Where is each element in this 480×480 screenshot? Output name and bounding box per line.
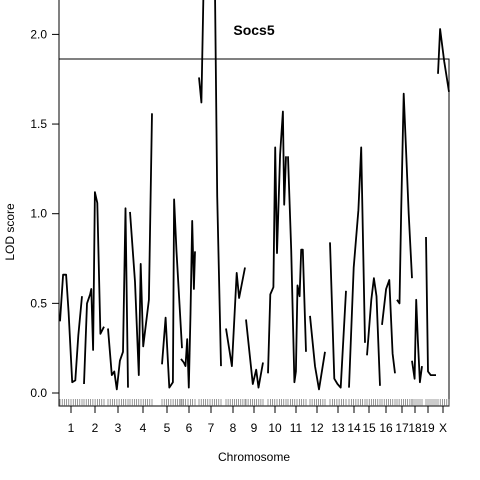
x-tick-label: 17: [395, 421, 409, 435]
lod-line-chr-13: [329, 242, 347, 389]
x-tick-label: 11: [290, 421, 303, 435]
x-tick-label: 16: [379, 421, 393, 435]
lod-line-chr-8: [225, 267, 246, 368]
y-axis: 0.00.51.01.52.02.53.03.5: [30, 0, 60, 400]
y-tick-label: 1.5: [30, 117, 47, 131]
lod-line-chr-16: [381, 279, 396, 374]
lod-line-chr-1: [59, 273, 83, 384]
x-tick-label: 8: [230, 421, 237, 435]
x-tick-label: 4: [140, 421, 147, 435]
x-tick-label: 7: [208, 421, 215, 435]
lod-line-chr-14: [348, 146, 366, 388]
y-tick-label: 0.5: [30, 296, 47, 310]
x-tick-label: 9: [251, 421, 258, 435]
lod-line-chr-9: [245, 319, 264, 389]
lod-line-chr-11: [287, 156, 307, 384]
lod-line-chr-18: [411, 298, 423, 384]
lod-line-chr-17: [396, 92, 413, 305]
chart-title: Socs5: [233, 22, 274, 38]
lod-line-chr-19: [425, 236, 436, 377]
plot-frame: [58, 58, 450, 407]
y-tick-label: 1.0: [30, 207, 47, 221]
lod-lines: [59, 0, 450, 391]
x-tick-label: 3: [115, 421, 122, 435]
lod-line-chr-X: [437, 28, 450, 92]
lod-line-chr-7: [198, 0, 222, 367]
x-tick-label: 2: [92, 421, 99, 435]
lod-line-chr-12: [309, 315, 326, 391]
lod-line-chr-4: [129, 113, 153, 377]
lod-line-chr-6: [180, 219, 196, 389]
x-tick-label: 14: [347, 421, 361, 435]
lod-line-chr-5: [161, 198, 183, 389]
y-tick-label: 2.0: [30, 27, 47, 41]
y-axis-label: LOD score: [3, 203, 17, 261]
x-tick-label: X: [439, 421, 447, 435]
x-tick-label: 6: [186, 421, 193, 435]
x-tick-label: 12: [310, 421, 324, 435]
x-tick-label: 19: [421, 421, 435, 435]
x-tick-label: 18: [408, 421, 422, 435]
x-tick-label: 13: [331, 421, 345, 435]
lod-line-chr-15: [366, 277, 381, 386]
x-axis: 1 2 3 4 5 6 7 8 9 10 11 12 13 14 15 16 17 18 19 X: [68, 406, 447, 435]
y-tick-label: 0.0: [30, 386, 47, 400]
x-tick-label: 10: [268, 421, 282, 435]
lod-line-chr-3: [107, 207, 129, 391]
x-tick-label: 15: [362, 421, 376, 435]
x-tick-label: 1: [68, 421, 75, 435]
x-tick-label: 5: [164, 421, 171, 435]
marker-ticks: [59, 399, 450, 406]
lod-line-chr-10: [267, 110, 287, 374]
lod-line-chr-2: [83, 191, 105, 385]
x-axis-label: Chromosome: [218, 450, 290, 464]
